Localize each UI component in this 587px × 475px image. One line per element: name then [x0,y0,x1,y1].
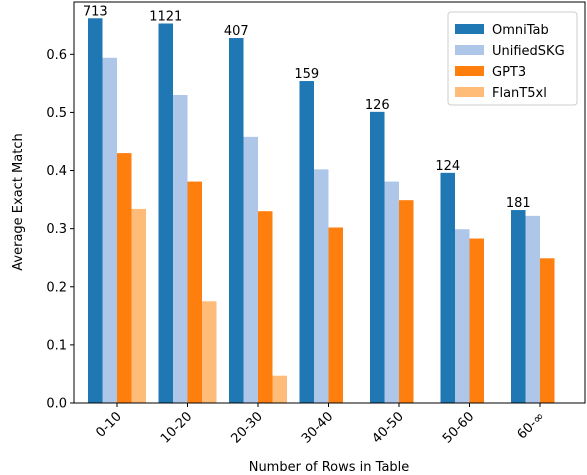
y-tick-label: 0.1 [46,338,67,353]
count-annotation: 126 [365,98,390,113]
legend-label-flant5xl: FlanT5xl [492,86,547,101]
bar-gpt3-0 [117,153,132,403]
bar-omnitab-6 [511,210,526,403]
legend: OmniTab UnifiedSKG GPT3 FlanT5xl [447,11,578,106]
bar-gpt3-3 [328,227,343,403]
y-tick-label: 0.2 [46,280,67,295]
count-annotation: 713 [83,4,108,19]
plot-frame [73,1,586,404]
legend-swatch-unifiedskg [455,45,484,55]
x-tick-label: 30-40 [299,409,336,446]
y-axis: 0.0 0.1 0.2 0.3 0.4 0.5 0.6 [46,48,74,412]
y-tick-label: 0.5 [46,106,67,121]
bar-gpt3-4 [399,200,414,403]
bar-omnitab-4 [370,111,385,404]
x-tick-label: 60-∞ [515,409,548,442]
count-annotation: 407 [224,24,249,39]
x-tick-label: 20-30 [229,409,266,446]
count-annotation: 124 [435,159,460,174]
bar-gpt3-6 [540,258,555,403]
count-annotations: 713 1121 407 159 126 124 181 [83,4,531,211]
count-annotation: 159 [294,67,319,82]
legend-box [447,11,578,106]
bar-unifiedskg-4 [384,181,399,403]
legend-label-unifiedskg: UnifiedSKG [492,44,565,59]
legend-label-omnitab: OmniTab [492,23,549,38]
bar-gpt3-1 [187,181,202,403]
x-axis-label: Number of Rows in Table [249,460,410,475]
count-annotation: 181 [506,196,531,211]
x-tick-label: 40-50 [370,409,407,446]
bar-unifiedskg-2 [243,136,258,403]
legend-label-gpt3: GPT3 [492,65,526,80]
x-tick-label: 50-60 [440,409,477,446]
x-axis: 0-10 10-20 20-30 30-40 40-50 50-60 60-∞ [93,403,548,447]
count-annotation: 1121 [149,10,182,25]
y-tick-label: 0.4 [46,164,67,179]
bar-omnitab-3 [299,81,314,403]
bar-flant5xl-1 [202,301,217,403]
legend-swatch-omnitab [455,24,484,34]
bar-unifiedskg-3 [314,169,329,403]
legend-swatch-flant5xl [455,87,484,97]
bar-omnitab-2 [229,38,244,403]
legend-swatch-gpt3 [455,66,484,76]
y-axis-label: Average Exact Match [11,133,26,270]
bar-unifiedskg-6 [525,215,540,403]
bar-omnitab-1 [158,23,173,403]
bar-unifiedskg-1 [173,94,188,403]
bar-omnitab-5 [440,172,455,403]
x-tick-label: 0-10 [93,409,124,440]
bar-gpt3-5 [469,238,484,403]
x-tick-label: 10-20 [158,409,195,446]
bar-flant5xl-2 [272,375,287,403]
bar-gpt3-2 [258,211,273,403]
bar-omnitab-0 [88,18,103,404]
bar-flant5xl-0 [131,208,146,403]
y-tick-label: 0.0 [46,397,67,412]
y-tick-label: 0.6 [46,48,67,63]
bars-layer [88,18,555,404]
y-tick-label: 0.3 [46,222,67,237]
bar-unifiedskg-5 [455,229,470,403]
bar-unifiedskg-0 [102,57,117,403]
